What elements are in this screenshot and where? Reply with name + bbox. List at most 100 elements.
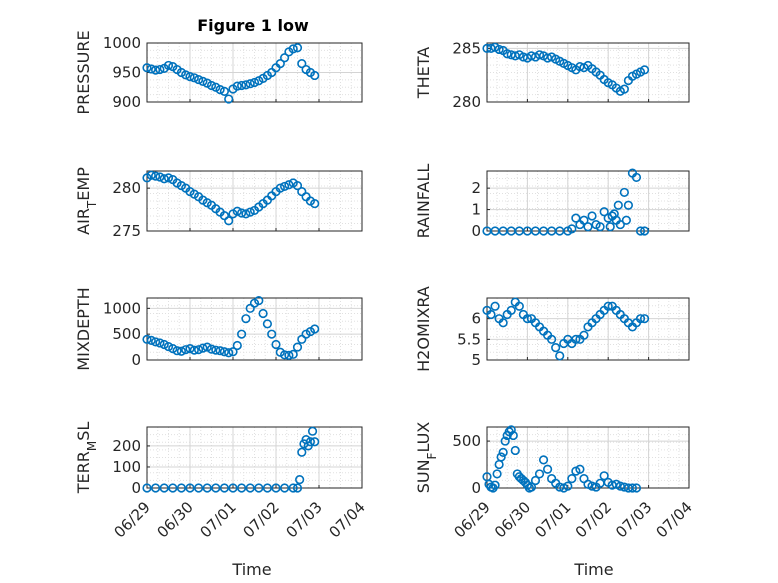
data-point	[284, 180, 294, 190]
data-point	[530, 475, 541, 486]
data-point	[194, 345, 204, 355]
data-point	[613, 200, 623, 210]
data-point	[151, 171, 161, 181]
data-point	[245, 207, 255, 217]
data-point	[579, 215, 589, 225]
data-point	[280, 181, 290, 192]
data-point	[292, 180, 303, 191]
y-tick-label: 0	[131, 351, 141, 369]
data-point	[151, 483, 161, 493]
data-point	[185, 344, 195, 354]
subplot-pressure: 900 950 1000 PRESSURE	[74, 30, 363, 115]
data-point	[579, 330, 589, 340]
data-point	[502, 49, 512, 59]
data-point	[241, 80, 251, 90]
data-point	[534, 469, 545, 479]
data-point	[494, 44, 504, 55]
data-point	[599, 471, 609, 481]
y-axis-label: MIXDEPTH	[74, 287, 93, 370]
data-point	[492, 469, 502, 479]
data-point	[232, 340, 242, 351]
data-point	[142, 483, 152, 493]
y-axis-label: AIRTEMP	[74, 167, 99, 235]
data-point	[185, 483, 195, 493]
data-point	[275, 59, 285, 69]
data-point	[292, 342, 303, 352]
y-tick-label: 1000	[103, 34, 141, 52]
data-point	[163, 173, 174, 183]
data-point	[237, 483, 247, 493]
figure-title: Figure 1 low	[197, 16, 309, 35]
x-tick-label: 07/01	[197, 498, 240, 541]
y-tick-label: 200	[112, 437, 141, 455]
data-point	[198, 343, 208, 353]
data-point	[228, 347, 238, 357]
data-point	[292, 43, 303, 53]
y-tick-label: 100	[112, 458, 141, 476]
data-point	[237, 208, 247, 218]
data-point	[496, 452, 506, 462]
data-point	[587, 481, 597, 491]
data-point	[241, 209, 251, 219]
data-point	[155, 338, 165, 348]
data-point	[506, 305, 516, 316]
data-point	[615, 481, 625, 491]
data-point	[176, 346, 186, 356]
data-point	[245, 79, 255, 89]
y-tick-label: 285	[452, 39, 481, 57]
data-point	[224, 348, 234, 358]
data-point	[623, 200, 634, 210]
data-point	[237, 329, 247, 339]
data-point	[163, 60, 174, 71]
data-point	[288, 44, 298, 54]
data-point	[305, 437, 316, 447]
data-point	[271, 483, 281, 493]
x-axis-label-right: Time	[573, 560, 613, 579]
data-point	[635, 314, 646, 324]
data-point	[310, 70, 320, 81]
data-point	[571, 213, 581, 223]
data-point	[245, 483, 255, 493]
data-point	[563, 481, 573, 491]
data-point	[310, 198, 320, 209]
data-point	[583, 222, 593, 232]
data-point	[211, 345, 221, 355]
subplot-air-temp: 275 280 AIRTEMP	[74, 167, 363, 240]
data-point	[215, 346, 225, 356]
data-point	[172, 346, 182, 356]
data-point	[500, 436, 510, 446]
data-point	[619, 84, 629, 94]
data-point	[510, 445, 520, 456]
y-tick-label: 500	[452, 432, 481, 450]
data-point	[232, 206, 242, 216]
data-point	[258, 308, 268, 319]
y-tick-label: 0	[471, 479, 481, 497]
data-point	[486, 309, 496, 320]
data-point	[151, 337, 161, 347]
y-tick-label: 900	[112, 93, 141, 111]
data-point	[142, 334, 152, 344]
data-point	[310, 324, 320, 334]
data-point	[522, 314, 533, 324]
data-point	[619, 187, 629, 198]
data-point	[254, 483, 264, 493]
y-tick-label: 950	[112, 64, 141, 82]
data-point	[297, 59, 307, 69]
x-tick-label: 07/03	[283, 498, 326, 541]
data-point	[603, 301, 613, 311]
data-point	[599, 207, 609, 217]
data-point	[228, 483, 238, 493]
data-point	[176, 483, 186, 493]
axes-box	[146, 297, 363, 361]
data-point	[271, 339, 281, 350]
data-point	[297, 447, 307, 457]
x-tick-label: 07/04	[326, 498, 369, 541]
data-point	[506, 425, 516, 435]
data-point	[498, 447, 508, 457]
data-point	[159, 483, 169, 493]
data-point	[284, 350, 294, 360]
data-point	[146, 170, 156, 180]
